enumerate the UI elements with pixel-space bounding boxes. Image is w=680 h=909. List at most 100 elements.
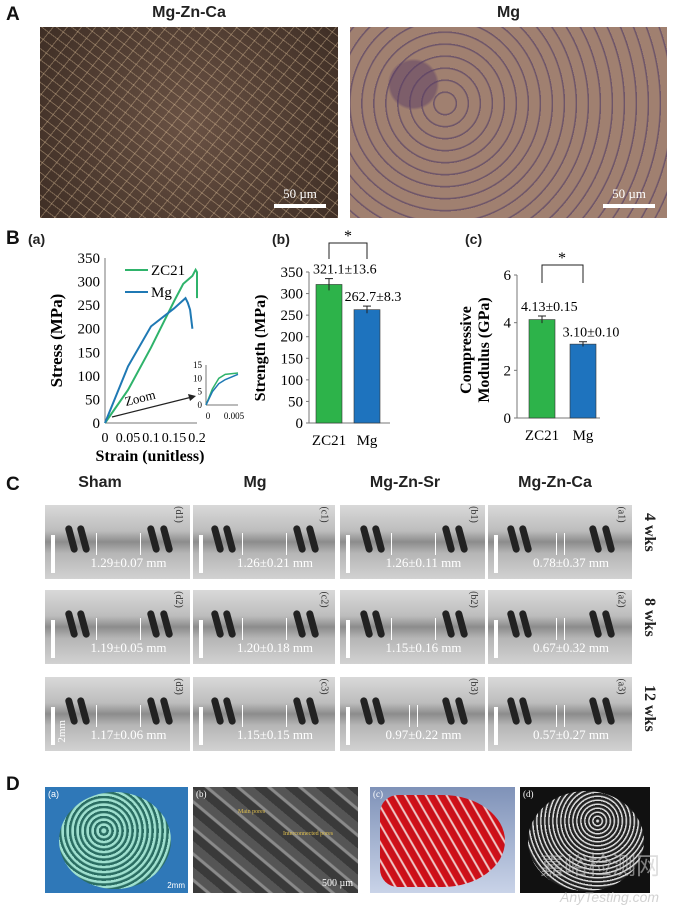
- y-tick-label: 300: [281, 287, 304, 303]
- xray-image: (c2) 1.20±0.18 mm: [193, 590, 335, 664]
- y-tick-label: 250: [78, 298, 101, 314]
- y-tick-label: 6: [504, 268, 512, 284]
- x-tick-label: Mg: [573, 428, 594, 444]
- xray-image: (a2) 0.67±0.32 mm: [488, 590, 632, 664]
- image-tag: (a2): [615, 591, 627, 608]
- scale-bar: [199, 535, 203, 573]
- legend-label: Mg: [151, 285, 172, 301]
- image-tag: (a3): [615, 678, 627, 695]
- y-tick-label: 350: [281, 265, 304, 281]
- inset-y-tick-label: 15: [193, 360, 203, 370]
- x-tick-label: 0.1: [142, 431, 160, 446]
- inset-x-tick-label: 0.005: [224, 411, 245, 421]
- image-tag: (d3): [173, 678, 185, 695]
- gap-measurement: 1.19±0.05 mm: [90, 640, 167, 655]
- gap-measurement: 1.29±0.07 mm: [90, 555, 167, 570]
- image-tag: (a1): [615, 506, 627, 523]
- inset-y-tick-label: 0: [198, 400, 203, 410]
- scale-bar: [346, 535, 350, 573]
- bar-mg: [569, 343, 597, 419]
- y-tick-label: 0: [296, 416, 304, 432]
- y-tick-label: 100: [78, 369, 101, 385]
- y-tick-label: 250: [281, 308, 304, 324]
- inset-y-tick-label: 5: [198, 387, 203, 397]
- micrograph-mg: 50 µm: [350, 27, 667, 218]
- image-tag: (d): [523, 789, 534, 799]
- scale-label: 2mm: [56, 720, 68, 743]
- scale-bar: [494, 707, 498, 745]
- zoom-arrowhead: [188, 394, 196, 401]
- gap-measurement: 1.20±0.18 mm: [236, 640, 314, 655]
- x-tick-label: 0.2: [188, 431, 206, 446]
- y-axis-title: Modulus (GPa): [476, 297, 493, 402]
- y-tick-label: 50: [288, 394, 303, 410]
- image-tag: (d1): [173, 506, 185, 523]
- xray-image: (a1) 0.78±0.37 mm: [488, 505, 632, 579]
- strength-bar-chart: 0 50 100 150 200 250 300 350 321.1±13.6 ZC21 262.7…: [255, 228, 402, 449]
- image-tag: (d2): [173, 591, 185, 608]
- x-tick-label: ZC21: [525, 428, 559, 444]
- significance-marker: *: [344, 228, 352, 245]
- gap-measurement: 1.26±0.11 mm: [385, 555, 462, 570]
- xray-image: (b1) 1.26±0.11 mm: [340, 505, 485, 579]
- inset-series-line: [205, 372, 239, 406]
- column-title: Mg-Zn-Ca: [518, 474, 592, 491]
- image-tag: (a): [48, 789, 59, 799]
- y-tick-label: 2: [504, 363, 512, 379]
- zoom-annotation: Zoom: [123, 387, 157, 409]
- inset-x-tick-label: 0: [206, 411, 211, 421]
- annotation-main-pores: Main pores: [238, 809, 266, 815]
- series-line-zc21: [104, 267, 198, 424]
- scale-bar: [51, 620, 55, 658]
- scale-bar: [346, 620, 350, 658]
- y-axis-title: Strength (MPa): [255, 295, 269, 402]
- y-tick-label: 150: [281, 351, 304, 367]
- data-label: 4.13±0.15: [521, 300, 578, 315]
- watermark-cn: 嘉峪检测网: [540, 852, 660, 880]
- y-tick-label: 200: [281, 330, 304, 346]
- annotation-interconnected-pores: Interconnected pores: [283, 831, 334, 837]
- scale-label: 50 µm: [612, 186, 646, 201]
- panel-c-label: C: [6, 474, 20, 495]
- row-label: 12 wks: [641, 685, 658, 732]
- scale-bar: [494, 620, 498, 658]
- sem-image: (b) Main pores Interconnected pores 500 …: [193, 787, 358, 893]
- y-tick-label: 350: [78, 251, 101, 267]
- data-label: 262.7±8.3: [345, 290, 402, 305]
- y-tick-label: 100: [281, 373, 304, 389]
- y-tick-label: 0: [504, 411, 512, 427]
- image-tag: (c): [373, 789, 383, 799]
- scale-label: 500 µm: [321, 878, 353, 889]
- gap-measurement: 0.97±0.22 mm: [385, 727, 462, 742]
- xray-image: (d3) 1.17±0.06 mm 2mm: [45, 677, 190, 751]
- image-tag: (b2): [468, 591, 480, 608]
- scale-bar: 50 µm: [274, 186, 326, 208]
- column-title: Mg-Zn-Sr: [369, 474, 441, 491]
- significance-bracket: [541, 264, 584, 283]
- image-tag: (b3): [468, 678, 480, 695]
- x-tick-label: 0.05: [116, 431, 141, 446]
- row-label: 4 wks: [641, 513, 658, 552]
- panel-b-label: B: [6, 228, 20, 249]
- significance-marker: *: [558, 250, 566, 267]
- bar-mg: [353, 309, 381, 424]
- y-tick-label: 300: [78, 275, 101, 291]
- micrograph-mgznca: 50 µm: [40, 27, 338, 218]
- bar-zc21: [315, 284, 343, 424]
- chart-a-label: (a): [28, 231, 46, 247]
- y-tick-label: 50: [85, 392, 100, 408]
- gap-measurement: 0.67±0.32 mm: [532, 640, 610, 655]
- y-tick-label: 200: [78, 322, 101, 338]
- inset-y-tick-label: 10: [193, 373, 203, 383]
- y-axis-title: Stress (MPa): [47, 294, 66, 388]
- xray-image: (b3) 0.97±0.22 mm: [340, 677, 485, 751]
- chart-b-label: (b): [272, 231, 290, 247]
- column-title: Mg: [243, 474, 267, 491]
- xray-image: (b2) 1.15±0.16 mm: [340, 590, 485, 664]
- watermark-en: AnyTesting.com: [560, 889, 660, 905]
- xray-image: (c1) 1.26±0.21 mm: [193, 505, 335, 579]
- gap-measurement: 1.15±0.15 mm: [236, 727, 314, 742]
- y-tick-label: 0: [93, 416, 101, 432]
